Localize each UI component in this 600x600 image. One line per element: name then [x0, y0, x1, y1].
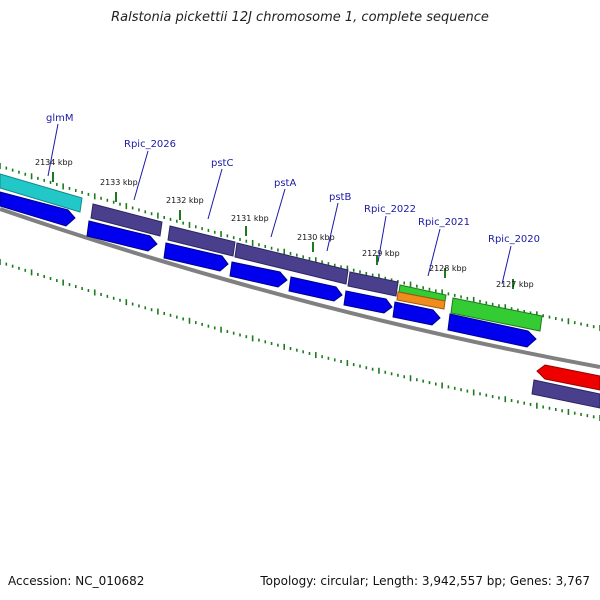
- tick-label: 2128 kbp: [429, 264, 467, 273]
- gene-glmM-block[interactable]: [0, 173, 83, 213]
- red-arrow[interactable]: [536, 364, 600, 391]
- inner-dotted-ring: [0, 259, 600, 421]
- gene-label-Rpic2020: Rpic_2020: [488, 234, 540, 245]
- gene-label-pstC: pstC: [211, 158, 233, 169]
- cds-arrow[interactable]: [163, 242, 229, 272]
- gene-track: [0, 173, 543, 332]
- leader-line: [270, 188, 286, 238]
- tick-label: 2134 kbp: [35, 158, 73, 167]
- cds-arrow[interactable]: [86, 220, 158, 252]
- tick-label: 2130 kbp: [297, 233, 335, 242]
- gene-label-pstB: pstB: [329, 192, 351, 203]
- map-title: Ralstonia pickettii 12J chromosome 1, co…: [111, 10, 489, 25]
- cds-arrow[interactable]: [392, 301, 441, 326]
- gene-label-pstA: pstA: [274, 178, 296, 189]
- tick-label: 2131 kbp: [231, 214, 269, 223]
- leader-line: [501, 245, 512, 285]
- leader-line: [326, 202, 339, 252]
- gene-Rpic2020-block[interactable]: [450, 297, 543, 332]
- gene-label-Rpic2022: Rpic_2022: [364, 204, 416, 215]
- gene-label-Rpic2021: Rpic_2021: [418, 217, 470, 228]
- leader-line: [377, 215, 387, 263]
- outer-dotted-ring: [0, 163, 600, 331]
- gene-label-Rpic2026: Rpic_2026: [124, 139, 176, 150]
- cds-arrow[interactable]: [229, 261, 288, 288]
- tick-label: 2133 kbp: [100, 178, 138, 187]
- cds-track: [0, 191, 537, 348]
- gene-pstB-block[interactable]: [347, 271, 399, 297]
- gene-Rpic2026-block[interactable]: [90, 203, 163, 237]
- leader-line: [133, 150, 149, 201]
- gene-pstA-block[interactable]: [234, 242, 349, 285]
- reverse-track: [531, 364, 600, 409]
- cds-arrow[interactable]: [0, 191, 76, 227]
- gene-Rpic2021-block[interactable]: [396, 291, 446, 310]
- leader-line: [427, 228, 441, 277]
- tick-label: 2132 kbp: [166, 196, 204, 205]
- topology-text: Topology: circular; Length: 3,942,557 bp…: [260, 574, 590, 588]
- leader-line: [207, 168, 223, 220]
- leader-line: [47, 123, 59, 177]
- gene-pstC-block[interactable]: [167, 225, 236, 257]
- reverse-gene-block[interactable]: [531, 379, 600, 409]
- accession-text: Accession: NC_010682: [8, 574, 145, 588]
- tick-label: 2129 kbp: [362, 249, 400, 258]
- cds-arrow[interactable]: [343, 290, 393, 314]
- cds-arrow[interactable]: [447, 313, 537, 348]
- gene-labels: glmM Rpic_2026 pstC pstA pstB Rpic_2022 …: [46, 113, 540, 285]
- backbone-line: [0, 207, 600, 369]
- tick-group: 2134 kbp 2133 kbp 2132 kbp 2131 kbp 2130…: [35, 158, 534, 289]
- tick-label: 2127 kbp: [496, 280, 534, 289]
- gene-label-glmM: glmM: [46, 113, 74, 124]
- cds-arrow[interactable]: [288, 276, 343, 302]
